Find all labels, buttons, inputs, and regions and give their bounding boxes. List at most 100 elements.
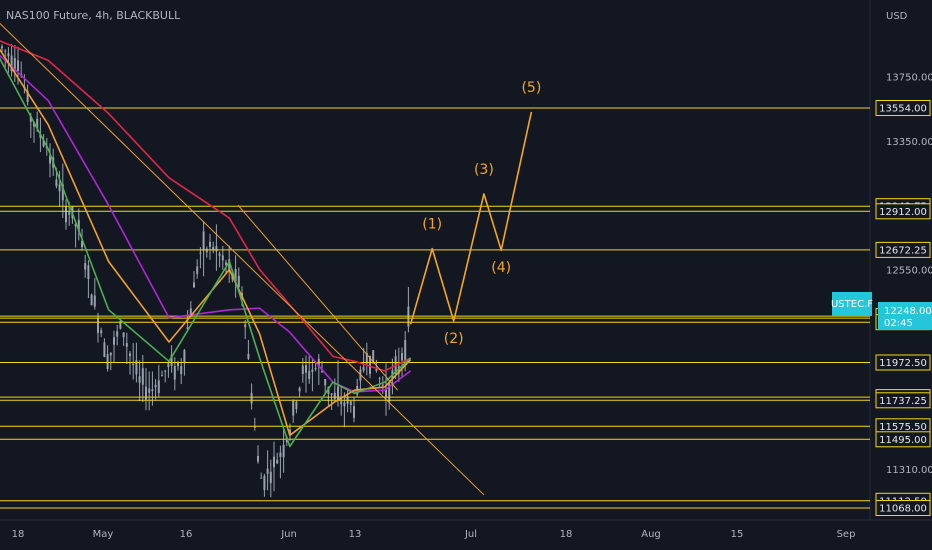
candle-body (218, 253, 221, 256)
time-axis-tick: May (93, 529, 114, 540)
price-level-tag-text: 11972.50 (879, 358, 927, 369)
candle-body (180, 366, 183, 374)
candle-body (1, 46, 3, 49)
candle-body (10, 55, 13, 72)
wave-projection-layer: (1) (2) (3) (4) (5) (409, 80, 541, 347)
candle-body (321, 371, 323, 373)
moving-average-line (0, 54, 412, 393)
price-level-tag-text: 11737.25 (879, 396, 927, 407)
candle-body (81, 240, 83, 248)
price-level-tag (875, 241, 931, 258)
time-axis-tick: Aug (641, 529, 661, 540)
candle-body (103, 342, 106, 358)
price-level-tag-text: 11068.00 (879, 504, 927, 515)
candle-body (183, 350, 186, 363)
candle-body (404, 340, 407, 363)
candle-body (138, 376, 141, 383)
candle-body (100, 330, 103, 334)
time-axis-tick: Jun (280, 529, 297, 540)
candle-body (177, 363, 179, 367)
candle-body (221, 255, 224, 261)
price-level-tag-text: 11575.50 (879, 422, 927, 433)
price-level-tag (875, 431, 931, 448)
ticker-symbol: USTEC.F (831, 299, 873, 310)
candle-body (369, 355, 371, 374)
candle-body (401, 353, 403, 361)
time-axis-tick: 15 (731, 529, 744, 540)
candle-body (58, 184, 61, 192)
wave-label: (5) (521, 80, 541, 96)
candle-body (26, 91, 29, 103)
candle-body (372, 350, 375, 364)
candle-body (68, 212, 71, 215)
candle-body (129, 353, 131, 357)
ticker-tag[interactable]: USTEC.F 12248.00 02:45 (831, 292, 932, 330)
candle-body (273, 456, 275, 468)
candle-body (193, 282, 195, 288)
candle-body (13, 58, 16, 71)
ticker-price-box (878, 302, 932, 330)
candle-body (154, 384, 157, 388)
candle-body (337, 386, 339, 401)
candle-body (295, 401, 298, 409)
price-level-tag-text: 13554.00 (879, 104, 927, 115)
trend-line (0, 22, 485, 496)
candle-body (33, 122, 35, 127)
candle-body (151, 389, 154, 392)
candle-body (29, 116, 32, 122)
price-level-tag (875, 354, 931, 371)
candle-body (349, 401, 352, 405)
candle-body (215, 246, 218, 252)
candle-body (314, 368, 317, 370)
candle-body (308, 371, 311, 379)
candle-body (125, 343, 128, 347)
candle-body (388, 383, 391, 402)
levels-layer (0, 107, 870, 509)
ticker-price: 12248.00 (884, 306, 932, 317)
candle-body (301, 365, 304, 375)
moving-average-line (0, 57, 412, 448)
candle-body (202, 231, 205, 251)
price-level-tag-text: 11495.00 (879, 435, 927, 446)
candle-body (276, 459, 279, 464)
candle-body (253, 426, 256, 428)
candle-body (164, 370, 167, 372)
price-level-tag (875, 100, 931, 116)
wave-label: (3) (474, 162, 494, 178)
price-level-tag (875, 392, 931, 409)
candle-body (298, 387, 301, 392)
candle-body (65, 206, 67, 223)
candle-body (90, 294, 93, 306)
candle-body (4, 50, 7, 52)
candle-body (93, 295, 96, 307)
candle-body (375, 369, 378, 371)
candle-body (17, 60, 19, 71)
candle-body (135, 359, 138, 375)
time-axis-tick: Jul (464, 529, 477, 540)
price-level-tag-text: 12672.25 (879, 245, 927, 256)
candle-body (173, 366, 176, 380)
candle-body (385, 388, 387, 398)
candle-body (199, 252, 202, 254)
price-axis-tick: 13350.00 (886, 137, 932, 148)
candle-body (362, 366, 365, 371)
time-axis-tick: 16 (180, 529, 193, 540)
moving-average-line (0, 40, 411, 372)
time-axis-tick: 18 (12, 529, 25, 540)
price-level-tag (875, 500, 931, 516)
time-axis-tick: 13 (349, 529, 362, 540)
candle-body (237, 275, 240, 288)
candle-body (196, 266, 199, 274)
candle-body (7, 53, 10, 57)
candle-body (209, 241, 211, 247)
candle-body (327, 387, 330, 394)
price-level-tag-text: 12912.00 (879, 207, 927, 218)
candle-body (289, 429, 291, 435)
candle-body (279, 452, 282, 457)
candle-body (148, 388, 151, 393)
price-axis-tick: 11310.00 (886, 465, 932, 476)
chart-title[interactable]: NAS100 Future, 4h, BLACKBULL (6, 9, 181, 22)
candle-body (106, 354, 109, 370)
